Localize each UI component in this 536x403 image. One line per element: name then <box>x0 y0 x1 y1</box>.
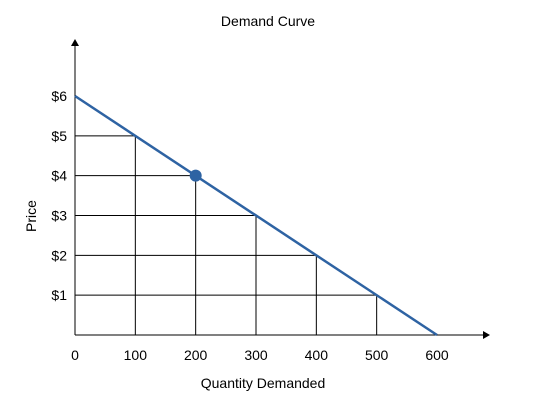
guide-lines <box>75 135 378 335</box>
x-tick-label: 600 <box>425 347 449 363</box>
x-tick-label: 200 <box>184 347 208 363</box>
x-tick-label: 100 <box>124 347 148 363</box>
x-axis-arrow-icon <box>483 331 490 339</box>
y-axis-label: Price <box>23 200 39 232</box>
y-axis-arrow-icon <box>71 39 79 46</box>
x-tick-labels: 0 100 200 300 400 500 600 <box>71 347 449 363</box>
y-tick-labels: $1 $2 $3 $4 $5 $6 <box>51 88 67 303</box>
chart-title: Demand Curve <box>221 13 315 29</box>
y-tick-label: $2 <box>51 247 67 263</box>
y-tick-label: $1 <box>51 287 67 303</box>
x-axis-label: Quantity Demanded <box>201 375 326 391</box>
y-tick-label: $5 <box>51 128 67 144</box>
demand-curve-line <box>74 94 438 337</box>
y-tick-label: $4 <box>51 168 67 184</box>
y-tick-label: $6 <box>51 88 67 104</box>
x-tick-label: 500 <box>365 347 389 363</box>
x-tick-label: 0 <box>71 347 79 363</box>
highlight-point <box>189 169 202 182</box>
x-tick-label: 300 <box>244 347 268 363</box>
series-group <box>74 94 438 337</box>
axes <box>71 39 490 339</box>
x-tick-label: 400 <box>305 347 329 363</box>
y-tick-label: $3 <box>51 208 67 224</box>
